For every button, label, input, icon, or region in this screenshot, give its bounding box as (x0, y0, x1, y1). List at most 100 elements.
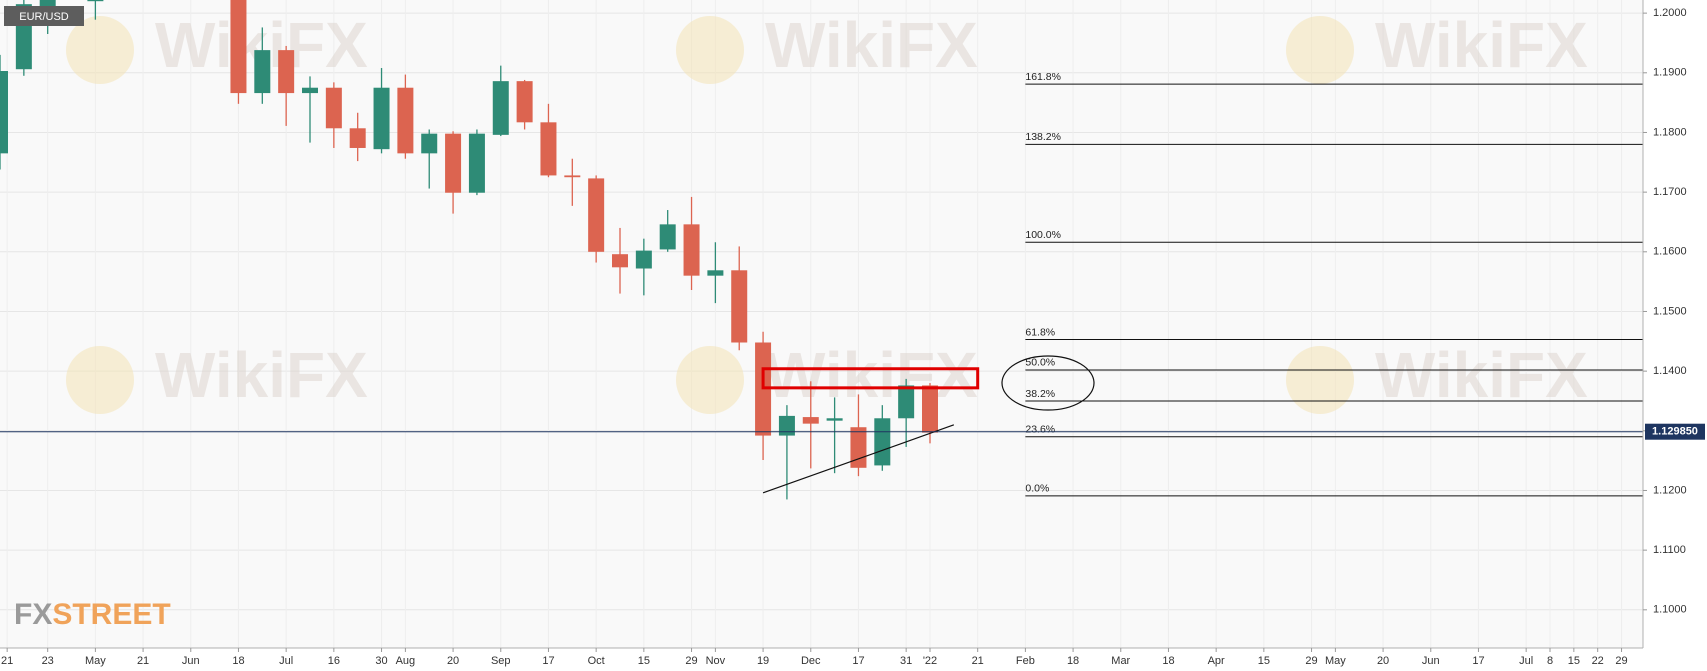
watermark-icon (1286, 346, 1354, 414)
x-tick-label: 16 (328, 655, 340, 667)
candle-body (564, 175, 581, 178)
x-tick-label: 29 (685, 655, 697, 667)
candle-body (612, 254, 628, 268)
x-tick-label: 21 (137, 655, 149, 667)
candle-body (373, 87, 390, 150)
resistance-zone (761, 367, 980, 390)
candle-body (278, 50, 295, 94)
candle-body (230, 0, 247, 94)
logo: FXSTREET (14, 598, 171, 631)
candle-body (683, 224, 700, 276)
x-tick-label: '22 (923, 655, 937, 667)
watermark-icon (66, 16, 134, 84)
fib-label: 61.8% (1025, 326, 1055, 338)
axes: 1.10001.11001.12001.13001.14001.15001.16… (1, 7, 1705, 667)
watermark-icon (1286, 16, 1354, 84)
x-tick-label: 15 (1258, 655, 1270, 667)
watermark: WikiFX (1375, 339, 1588, 411)
candle-body (445, 133, 462, 193)
x-tick-label: 21 (1, 655, 13, 667)
current-price-badge (1645, 423, 1705, 440)
watermark-icon (66, 346, 134, 414)
y-tick-label: 1.1800 (1653, 126, 1687, 138)
x-tick-label: 29 (1305, 655, 1317, 667)
x-tick-label: May (85, 655, 106, 667)
y-tick-label: 1.1600 (1653, 246, 1687, 258)
x-tick-label: 30 (375, 655, 387, 667)
y-tick-label: 1.1700 (1653, 186, 1687, 198)
candle-body (468, 133, 485, 193)
x-tick-label: 15 (1568, 655, 1580, 667)
overlays: 161.8% 138.2% 100.0% 61.8% 50.0% 38.2% 23.6% 0.… (0, 71, 1643, 497)
fib-label: 50.0% (1025, 357, 1055, 369)
x-tick-label: Jul (279, 655, 293, 667)
candle-body (540, 122, 557, 176)
watermark-icon (676, 346, 744, 414)
logo-fx: FX (14, 598, 52, 631)
x-tick-label: 22 (1592, 655, 1604, 667)
candle-body (731, 270, 748, 343)
fib-label: 138.2% (1025, 131, 1061, 143)
candle-body (850, 427, 867, 468)
candle-body (254, 50, 271, 94)
x-tick-label: Nov (706, 655, 726, 667)
x-tick-label: Sep (491, 655, 511, 667)
candle-body (802, 417, 819, 424)
y-tick-label: 1.1200 (1653, 484, 1687, 496)
candle-body (826, 418, 843, 421)
x-tick-label: 19 (757, 655, 769, 667)
x-tick-label: 17 (542, 655, 554, 667)
fib-label: 161.8% (1025, 71, 1061, 83)
x-tick-label: 18 (1067, 655, 1079, 667)
x-tick-label: Jun (182, 655, 200, 667)
x-tick-label: 17 (852, 655, 864, 667)
x-tick-label: Jul (1519, 655, 1533, 667)
x-tick-label: 17 (1472, 655, 1484, 667)
x-tick-label: 29 (1615, 655, 1627, 667)
x-tick-label: Feb (1016, 655, 1035, 667)
candle-body (302, 87, 318, 94)
x-tick-label: 23 (42, 655, 54, 667)
candle-body (516, 81, 533, 123)
candle-body (707, 270, 724, 276)
symbol-badge (4, 6, 84, 26)
candle-body (874, 418, 891, 466)
x-tick-label: 20 (447, 655, 459, 667)
candle-body (397, 87, 414, 154)
x-tick-label: Jun (1422, 655, 1440, 667)
highlight-ellipse (1001, 355, 1095, 411)
x-tick-label: 21 (972, 655, 984, 667)
trendline (762, 424, 955, 494)
candle-body (588, 178, 605, 252)
watermark: WikiFX (765, 9, 978, 81)
y-tick-label: 1.1000 (1653, 604, 1687, 616)
watermark-icon (676, 16, 744, 84)
candle-body (325, 87, 342, 129)
watermark: WikiFX (1375, 9, 1588, 81)
x-tick-label: Apr (1208, 655, 1225, 667)
watermark: WikiFX (155, 339, 368, 411)
fib-label: 100.0% (1025, 229, 1061, 241)
x-tick-label: Mar (1111, 655, 1130, 667)
x-tick-label: 15 (638, 655, 650, 667)
logo-street: STREET (52, 598, 170, 631)
fib-label: 0.0% (1025, 483, 1049, 495)
candle-body (778, 415, 795, 436)
x-tick-label: 8 (1547, 655, 1553, 667)
x-tick-label: Dec (801, 655, 821, 667)
y-tick-label: 1.1100 (1653, 544, 1686, 556)
candle-body (659, 224, 676, 250)
candle-body (492, 81, 509, 135)
candle-body (898, 385, 915, 419)
y-tick-label: 1.2000 (1653, 7, 1687, 19)
symbol: EUR/USD (19, 11, 69, 23)
candle-body (922, 385, 938, 433)
fib-label: 38.2% (1025, 388, 1055, 400)
grid (0, 0, 1643, 648)
x-tick-label: Aug (396, 655, 416, 667)
plot-area (0, 0, 1643, 648)
candle-body (87, 0, 104, 2)
marks (0, 0, 938, 500)
